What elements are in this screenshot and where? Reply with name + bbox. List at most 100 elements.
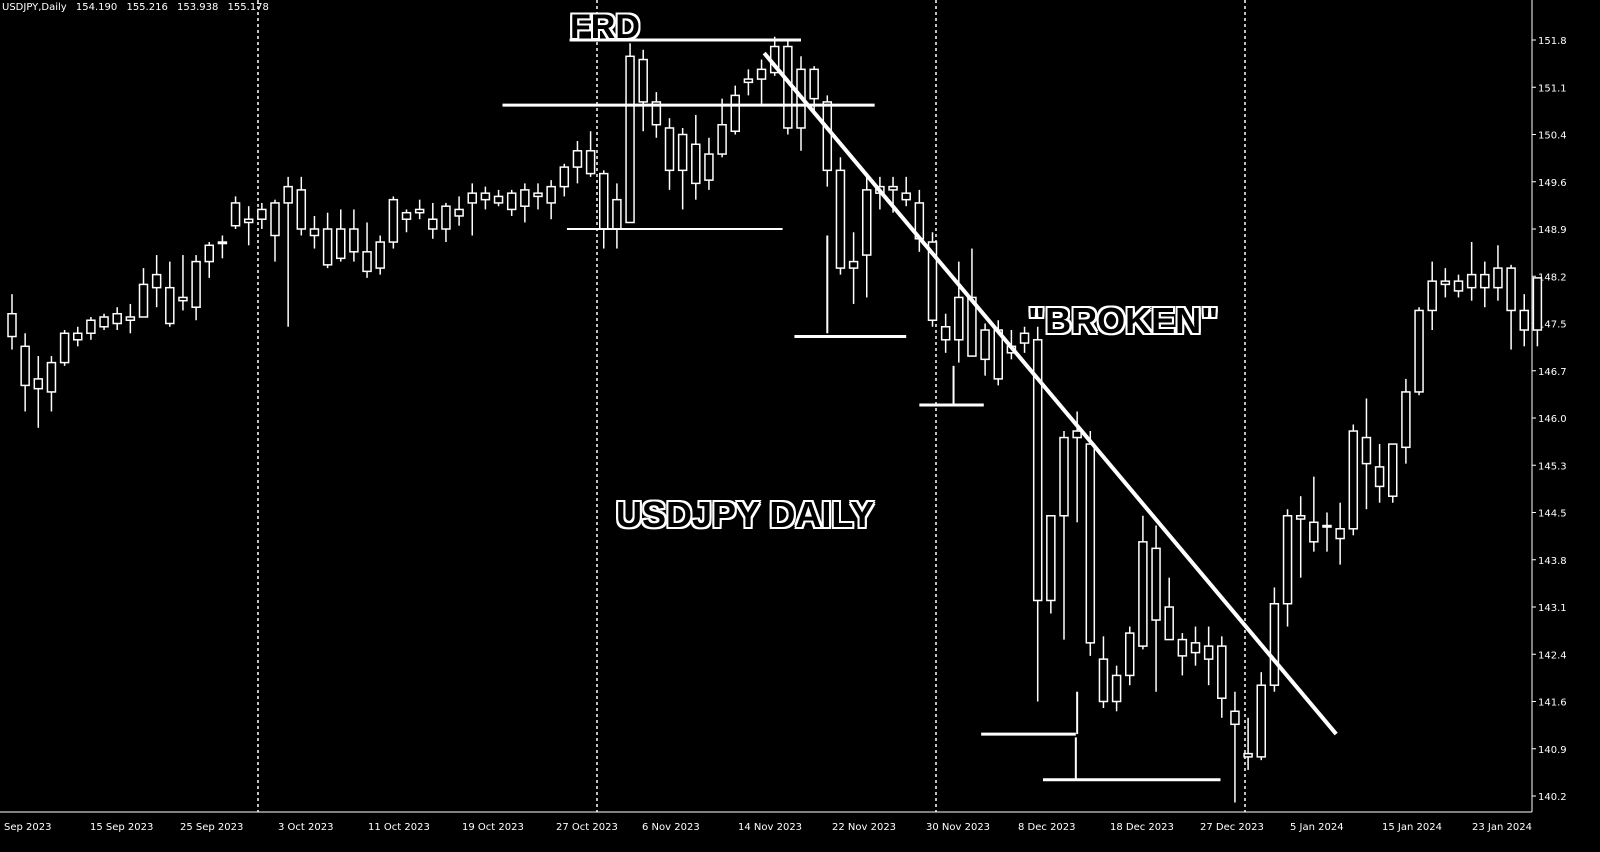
candle-body bbox=[677, 133, 688, 172]
x-tick-label: 8 Dec 2023 bbox=[1018, 822, 1076, 833]
candle-body bbox=[1322, 524, 1332, 528]
candle-body bbox=[585, 150, 596, 175]
y-tick-label: 141.6 bbox=[1538, 698, 1567, 709]
candle-body bbox=[99, 316, 109, 328]
candle-body bbox=[638, 58, 648, 103]
candle-body bbox=[862, 189, 872, 256]
candle-body bbox=[1151, 547, 1161, 621]
candle-body bbox=[138, 283, 149, 318]
candle-body bbox=[651, 101, 662, 126]
chart-title-annotation: USDJPY DAILY bbox=[616, 494, 875, 535]
candle-body bbox=[559, 166, 570, 188]
candle-body bbox=[257, 208, 267, 220]
y-tick-label: 147.5 bbox=[1538, 320, 1567, 331]
candle-body bbox=[1295, 515, 1306, 520]
candle-body bbox=[1203, 645, 1214, 660]
candle-body bbox=[1217, 645, 1227, 699]
candle-body bbox=[1125, 632, 1135, 677]
x-tick-label: 22 Nov 2023 bbox=[832, 822, 896, 833]
y-tick-label: 146.7 bbox=[1538, 367, 1567, 378]
candle-body bbox=[1466, 273, 1477, 289]
candle-body bbox=[599, 172, 609, 230]
y-tick-label: 149.6 bbox=[1538, 178, 1567, 189]
candle-body bbox=[1046, 515, 1056, 602]
candle-body bbox=[1427, 280, 1437, 312]
candle-body bbox=[151, 273, 162, 289]
candle-body bbox=[401, 211, 412, 220]
candle-body bbox=[480, 192, 491, 201]
y-tick-label: 143.8 bbox=[1538, 556, 1567, 567]
candle-body bbox=[33, 378, 44, 390]
candle-body bbox=[204, 244, 214, 263]
y-tick-label: 143.1 bbox=[1538, 603, 1567, 614]
broken-annotation: "BROKEN" bbox=[1028, 300, 1219, 341]
candle-body bbox=[20, 345, 30, 387]
candle-body bbox=[165, 286, 175, 325]
y-tick-label: 146.0 bbox=[1538, 414, 1567, 425]
x-tick-label: 15 Jan 2024 bbox=[1382, 822, 1442, 833]
candle-body bbox=[243, 218, 254, 224]
candle-body bbox=[1269, 602, 1280, 686]
candle-body bbox=[1532, 277, 1543, 331]
x-tick-label: 14 Nov 2023 bbox=[738, 822, 802, 833]
candle-body bbox=[1414, 309, 1424, 393]
candle-body bbox=[954, 296, 964, 341]
candle-body bbox=[178, 296, 188, 302]
x-tick-label: 3 Oct 2023 bbox=[278, 822, 333, 833]
y-tick-label: 150.4 bbox=[1538, 131, 1567, 142]
candle-body bbox=[901, 192, 911, 201]
candle-body bbox=[533, 192, 543, 198]
candle-body bbox=[270, 202, 280, 237]
chart-header: USDJPY,Daily 154.190 155.216 153.938 155… bbox=[2, 2, 275, 13]
header-low: 153.938 bbox=[177, 2, 219, 13]
x-tick-label: 5 Jan 2024 bbox=[1290, 822, 1344, 833]
header-symbol: USDJPY,Daily bbox=[2, 2, 67, 13]
candle-body bbox=[625, 55, 635, 224]
candle-body bbox=[1177, 638, 1188, 657]
x-tick-label: 15 Sep 2023 bbox=[90, 822, 153, 833]
candle-body bbox=[1361, 436, 1372, 465]
candle-body bbox=[322, 228, 333, 266]
candle-body bbox=[191, 260, 201, 308]
y-tick-label: 151.1 bbox=[1538, 83, 1567, 94]
candle-body bbox=[520, 189, 530, 207]
candle-body bbox=[1282, 515, 1293, 605]
candle-body bbox=[283, 185, 293, 204]
y-tick-label: 140.2 bbox=[1538, 792, 1567, 803]
candle-body bbox=[493, 195, 504, 204]
candle-body bbox=[664, 127, 675, 172]
candle-body bbox=[1190, 642, 1201, 654]
candle-body bbox=[1243, 752, 1253, 758]
candle-body bbox=[835, 169, 846, 269]
candle-body bbox=[1059, 436, 1069, 517]
candle-body bbox=[743, 78, 754, 84]
candle-body bbox=[230, 202, 241, 227]
candle-body bbox=[717, 123, 727, 155]
y-tick-label: 145.3 bbox=[1538, 461, 1567, 472]
candle-body bbox=[441, 205, 451, 230]
x-tick-label: 25 Sep 2023 bbox=[180, 822, 243, 833]
candle-body bbox=[704, 153, 714, 181]
candle-body bbox=[506, 192, 517, 211]
header-open: 154.190 bbox=[75, 2, 118, 13]
candle-body bbox=[1164, 606, 1174, 641]
header-close: 155.178 bbox=[227, 2, 269, 13]
x-tick-label: 19 Oct 2023 bbox=[462, 822, 524, 833]
candle-body bbox=[375, 241, 385, 269]
y-tick-label: 144.5 bbox=[1538, 509, 1567, 520]
candle-body bbox=[940, 326, 951, 341]
candle-body bbox=[1480, 273, 1490, 289]
candle-body bbox=[1401, 391, 1411, 449]
x-tick-label: 27 Oct 2023 bbox=[556, 822, 618, 833]
candle-body bbox=[388, 198, 399, 243]
x-tick-label: 27 Dec 2023 bbox=[1200, 822, 1264, 833]
trendline bbox=[762, 51, 1338, 736]
candle-body bbox=[59, 332, 70, 364]
candle-body bbox=[1493, 267, 1503, 289]
candle-body bbox=[756, 68, 767, 80]
y-tick-label: 142.4 bbox=[1538, 650, 1567, 661]
candle-body bbox=[980, 329, 990, 361]
candle-body bbox=[86, 319, 96, 335]
candle-body bbox=[309, 228, 320, 237]
